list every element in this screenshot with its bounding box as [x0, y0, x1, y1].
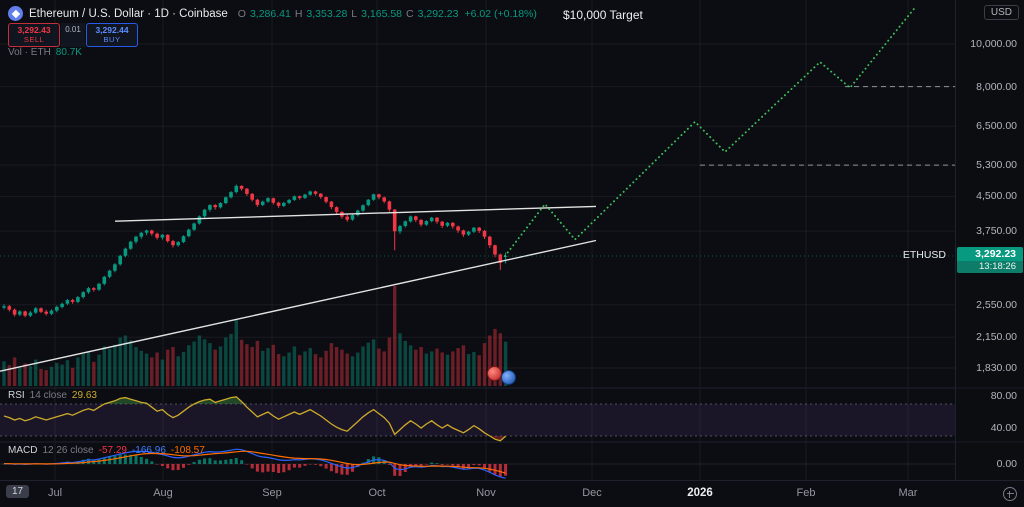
volume-label: Vol · ETH [8, 47, 51, 58]
macd-title[interactable]: MACD [8, 445, 38, 456]
buy-button[interactable]: 3,292.44 BUY [86, 23, 138, 48]
sell-button[interactable]: 3,292.43 SELL [8, 23, 60, 48]
bar-close-countdown: 13:18:26 [957, 261, 1023, 273]
volume-value: 80.7K [55, 47, 82, 58]
open-label: O [237, 7, 246, 20]
price-axis-label: 2,550.00 [976, 299, 1017, 311]
price-axis[interactable]: 10,000.00 8,000.00 6,500.00 5,300.00 4,500.0… [955, 0, 1024, 480]
high-label: H [294, 7, 303, 20]
projection-line[interactable] [504, 6, 916, 257]
spread-value: 0.01 [61, 23, 85, 48]
emoji-sticker-1[interactable] [487, 366, 502, 381]
price-axis-label: 2,150.00 [976, 331, 1017, 343]
rsi-panel [0, 396, 956, 442]
emoji-sticker-2[interactable] [501, 370, 516, 385]
close-label: C [406, 7, 414, 20]
sell-price: 3,292.43 [17, 25, 51, 35]
open-value: 3,286.41 [249, 7, 291, 20]
rsi-title[interactable]: RSI [8, 390, 25, 401]
price-axis-labels: 10,000.00 8,000.00 6,500.00 5,300.00 4,500.0… [956, 0, 1024, 480]
time-axis-label: Mar [898, 487, 918, 499]
macd-line-value: -166.96 [131, 445, 166, 456]
price-axis-label: 40.00 [990, 422, 1017, 434]
time-axis-label: Dec [582, 487, 602, 499]
rsi-params: 14 close [29, 390, 67, 401]
price-axis-label: 80.00 [990, 390, 1017, 402]
sell-label: SELL [23, 34, 45, 44]
time-axis-label: Jul [47, 487, 63, 499]
time-axis-label: Aug [153, 487, 173, 499]
rsi-legend[interactable]: RSI 14 close 29.63 [8, 390, 97, 401]
price-axis-label: 10,000.00 [970, 38, 1017, 50]
current-price-badge[interactable]: 3,292.23 13:18:26 [957, 247, 1023, 273]
candlestick-series [2, 184, 508, 318]
close-value: 3,292.23 [417, 7, 459, 20]
rsi-value: 29.63 [71, 390, 97, 401]
trend-lines[interactable] [0, 86, 956, 372]
change-value: +6.02 (+0.18%) [464, 7, 537, 20]
price-target-annotation[interactable]: $10,000 Target [563, 8, 643, 22]
first-bar-date-tag: 17 [6, 485, 30, 498]
currency-toggle[interactable]: USD [983, 5, 1019, 20]
price-axis-label: 4,500.00 [976, 190, 1017, 202]
macd-panel [0, 448, 956, 479]
price-axis-label: 0.00 [996, 458, 1017, 470]
price-axis-label: 3,750.00 [976, 225, 1017, 237]
macd-params: 12 26 close [42, 445, 94, 456]
high-value: 3,353.28 [306, 7, 348, 20]
time-axis-label: Sep [262, 487, 282, 499]
time-axis-label: Nov [476, 487, 496, 499]
low-label: L [351, 7, 358, 20]
time-axis-label: Oct [368, 487, 386, 499]
grid-lines [0, 0, 1024, 480]
buy-price: 3,292.44 [95, 25, 129, 35]
macd-signal-value: -108.57 [170, 445, 205, 456]
buy-label: BUY [103, 34, 121, 44]
time-axis-settings-icon[interactable] [1003, 487, 1017, 501]
price-axis-label: 1,830.00 [976, 362, 1017, 374]
chart-header: Ethereum / U.S. Dollar · 1D · Coinbase O… [8, 6, 537, 21]
price-axis-label: 6,500.00 [976, 120, 1017, 132]
time-axis-label: 2026 [687, 487, 713, 499]
time-axis[interactable]: 17 Jul Aug Sep Oct Nov Dec 2026 Feb Mar [0, 480, 1024, 507]
price-axis-label: 5,300.00 [976, 159, 1017, 171]
trade-widget: 3,292.43 SELL 0.01 3,292.44 BUY [8, 23, 138, 48]
price-axis-label: 8,000.00 [976, 81, 1017, 93]
time-axis-label: Feb [796, 487, 816, 499]
symbol-price-tag: ETHUSD [902, 249, 946, 261]
volume-legend[interactable]: Vol · ETH 80.7K [8, 47, 82, 58]
current-price: 3,292.23 [957, 247, 1023, 261]
macd-legend[interactable]: MACD 12 26 close -57.29 -166.96 -108.57 [8, 445, 205, 456]
low-value: 3,165.58 [361, 7, 403, 20]
symbol-title[interactable]: Ethereum / U.S. Dollar · 1D · Coinbase [29, 7, 228, 20]
ohlc-readout: O 3,286.41 H 3,353.28 L 3,165.58 C 3,292.23 … [238, 8, 537, 20]
volume-series [2, 286, 508, 386]
ethereum-logo-icon [8, 6, 23, 21]
macd-hist-value: -57.29 [98, 445, 127, 456]
